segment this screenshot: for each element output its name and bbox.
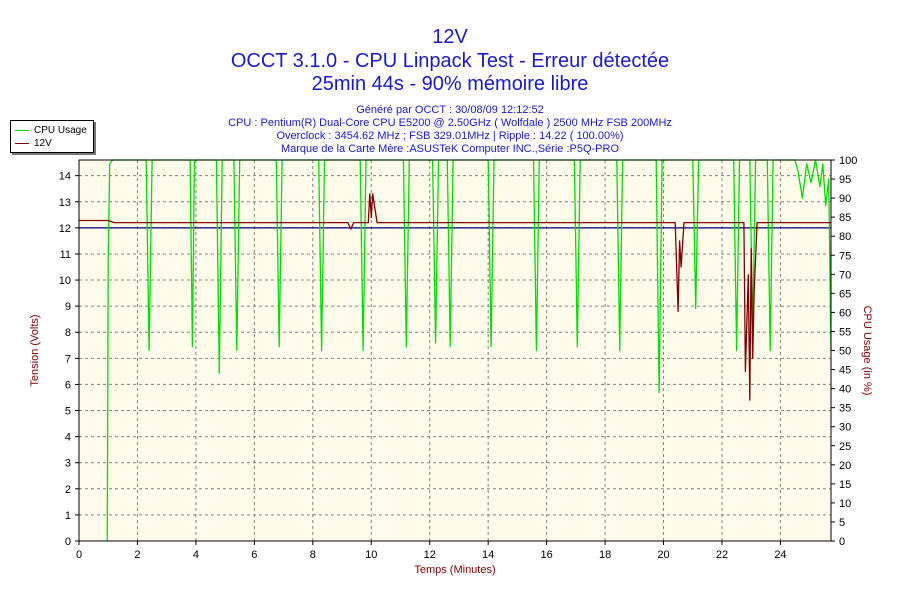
- x-tick-label: 14: [482, 549, 494, 561]
- y-tick-label: 12: [59, 223, 71, 235]
- x-tick-label: 2: [134, 549, 140, 561]
- y2-tick-label: 5: [839, 517, 845, 529]
- y2-tick-label: 35: [839, 403, 851, 415]
- legend-swatch-12v: [15, 142, 29, 144]
- legend-item-12v: 12V: [15, 137, 52, 149]
- y-tick-label: 11: [60, 249, 71, 261]
- info-line-motherboard: Marque de la Carte Mère :ASUSTeK Compute…: [280, 143, 620, 155]
- plot-area: [79, 160, 831, 541]
- y2-tick-label: 100: [839, 155, 857, 167]
- y-tick-label: 8: [65, 327, 71, 339]
- y-tick-label: 13: [59, 197, 71, 209]
- y-tick-label: 4: [65, 432, 71, 444]
- x-tick-label: 24: [774, 549, 786, 561]
- info-line-generated: Généré par OCCT : 30/08/09 12:12:52: [356, 104, 544, 116]
- y2-tick-label: 95: [839, 174, 851, 186]
- x-tick-label: 8: [310, 549, 316, 561]
- y-tick-label: 2: [65, 484, 71, 496]
- y-tick-label: 0: [65, 536, 71, 548]
- y2-tick-label: 80: [839, 231, 851, 243]
- y2-axis-label: CPU Usage (in %): [861, 306, 873, 396]
- legend-label-12v: 12V: [34, 137, 52, 149]
- y2-tick-label: 90: [839, 193, 851, 205]
- series-line-12v: [79, 193, 831, 401]
- legend-swatch-cpu-usage: [15, 129, 29, 131]
- y2-tick-label: 55: [839, 326, 851, 338]
- y2-tick-label: 25: [839, 441, 851, 453]
- x-tick-label: 12: [424, 549, 436, 561]
- x-tick-label: 10: [365, 549, 377, 561]
- info-line-overclock: Overclock : 3454.62 MHz ; FSB 329.01MHz …: [276, 130, 624, 142]
- chart-subtitle: OCCT 3.1.0 - CPU Linpack Test - Erreur d…: [230, 50, 670, 72]
- y-tick-label: 7: [65, 353, 71, 365]
- x-tick-label: 22: [716, 549, 728, 561]
- y-tick-label: 5: [65, 406, 71, 418]
- y-tick-label: 6: [65, 379, 71, 391]
- y2-tick-label: 75: [839, 250, 851, 262]
- y2-tick-label: 70: [839, 269, 851, 281]
- y2-tick-label: 45: [839, 365, 851, 377]
- y2-tick-label: 15: [839, 479, 851, 491]
- y2-tick-label: 30: [839, 422, 851, 434]
- y2-tick-label: 20: [839, 460, 851, 472]
- y2-tick-label: 65: [839, 288, 851, 300]
- y2-tick-label: 0: [839, 536, 845, 548]
- y-tick-label: 10: [59, 275, 71, 287]
- legend: CPU Usage 12V: [10, 120, 94, 153]
- info-line-cpu: CPU : Pentium(R) Dual-Core CPU E5200 @ 2…: [228, 117, 672, 129]
- y2-tick-label: 40: [839, 384, 851, 396]
- x-tick-label: 4: [193, 549, 199, 561]
- x-tick-label: 16: [541, 549, 553, 561]
- y-tick-label: 3: [65, 458, 71, 470]
- chart-title: 12V: [432, 26, 468, 48]
- legend-item-cpu-usage: CPU Usage: [15, 124, 87, 136]
- x-axis-label: Temps (Minutes): [414, 564, 495, 576]
- y-tick-label: 9: [65, 301, 71, 313]
- x-tick-label: 18: [599, 549, 611, 561]
- x-tick-label: 6: [251, 549, 257, 561]
- legend-label-cpu-usage: CPU Usage: [34, 124, 87, 136]
- chart-subtitle-2: 25min 44s - 90% mémoire libre: [311, 73, 589, 95]
- y-tick-label: 1: [65, 510, 71, 522]
- y2-tick-label: 50: [839, 346, 851, 358]
- y2-tick-label: 10: [839, 498, 851, 510]
- y-tick-label: 14: [59, 171, 71, 183]
- y2-tick-label: 85: [839, 212, 851, 224]
- y-axis-label: Tension (Volts): [29, 314, 41, 386]
- x-tick-label: 0: [76, 549, 82, 561]
- x-tick-label: 20: [657, 549, 669, 561]
- y2-tick-label: 60: [839, 307, 851, 319]
